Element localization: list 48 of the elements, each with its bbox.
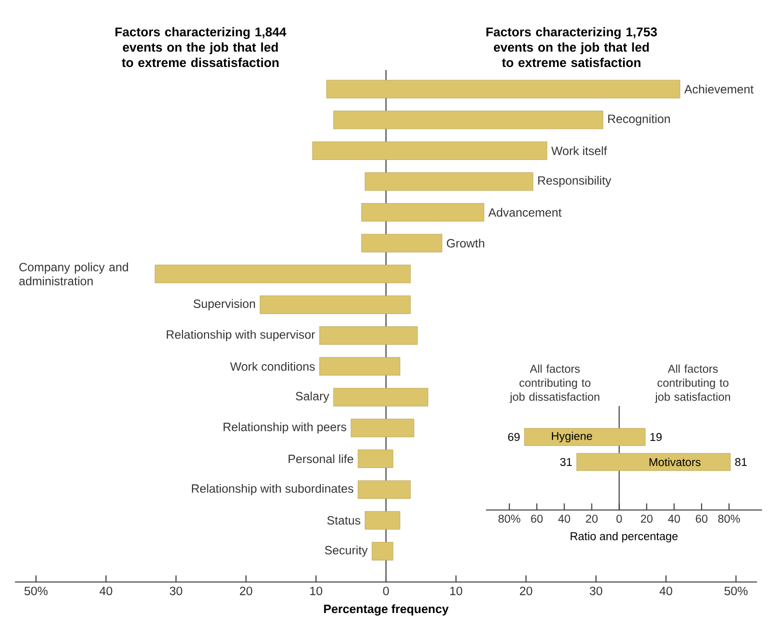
y-tick-label: Personal life (288, 454, 354, 464)
y-tick-label: Status (327, 516, 360, 525)
y-tick-label: Security (324, 546, 368, 557)
x-tick-label: 50% (724, 586, 748, 596)
x-axis-title: Ratio and percentage (570, 532, 678, 542)
y-tick-label: Recognition (608, 114, 670, 126)
annotation: 81 (735, 458, 747, 466)
y-tick-label: Relationship with supervisor (166, 330, 315, 342)
x-tick-label: 60 (696, 514, 708, 523)
x-tick-label: 40 (100, 586, 112, 596)
annotation: 31 (560, 458, 572, 466)
x-tick-label: 10 (450, 586, 462, 596)
x-tick-label: 10 (310, 586, 322, 596)
text: Factors characterizing 1,844 events on the job that led to extreme dissatisfaction (115, 27, 286, 68)
y-tick-label: Work itself (551, 146, 608, 156)
x-tick-label: 20 (240, 586, 252, 596)
x-tick-label: 60 (531, 514, 543, 523)
y-tick-label: Achievement (684, 84, 754, 94)
y-tick-label: Motivators (650, 458, 701, 466)
x-tick-label: 80% (718, 514, 740, 523)
x-tick-label: 30 (170, 586, 182, 596)
annotation: All factors contributing to job dissatisfaction (510, 364, 600, 404)
y-tick-label: Hygiene (552, 432, 592, 442)
y-tick-label: Relationship with peers (224, 422, 346, 434)
y-tick-label: Supervision (194, 299, 255, 310)
annotation: 69 (508, 432, 520, 441)
x-tick-label: 0 (383, 586, 389, 596)
x-tick-label: 80% (498, 514, 520, 523)
x-tick-label: 40 (668, 514, 680, 523)
x-tick-label: 20 (520, 586, 532, 596)
y-tick-label: Company policy and administration (19, 262, 128, 286)
x-tick-label: 20 (640, 514, 653, 523)
x-tick-label: 40 (558, 514, 570, 523)
y-tick-label: Advancement (488, 208, 562, 217)
x-tick-label: 20 (586, 514, 598, 523)
x-tick-label: 30 (590, 586, 602, 596)
y-tick-label: Relationship with subordinates (192, 484, 354, 496)
text: Factors characterizing 1,753 events on the job that led to extreme satisfaction (486, 27, 657, 68)
y-tick-label: Salary (296, 392, 330, 403)
x-axis-title: Percentage frequency (324, 604, 449, 616)
y-tick-label: Work conditions (230, 362, 315, 371)
y-tick-label: Growth (446, 238, 484, 248)
annotation: 19 (650, 432, 662, 441)
annotation: All factors contributing to job satisfaction (654, 364, 730, 404)
x-tick-label: 0 (616, 514, 622, 523)
x-tick-label: 50% (24, 586, 48, 596)
x-tick-label: 40 (660, 586, 672, 596)
y-tick-label: Responsibility (538, 176, 612, 188)
